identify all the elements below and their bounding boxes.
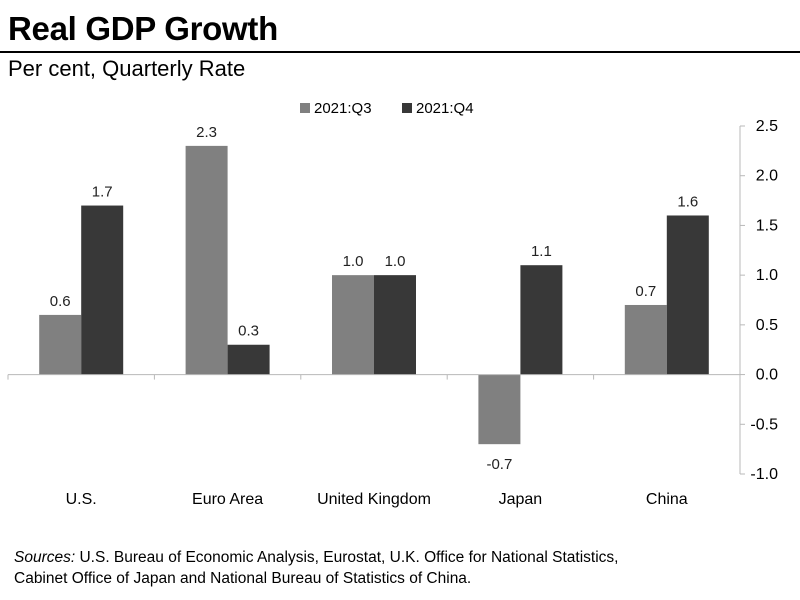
y-tick-label: -0.5 (750, 416, 778, 433)
sources-line-1: U.S. Bureau of Economic Analysis, Eurost… (75, 549, 619, 566)
y-tick-label: 1.5 (756, 217, 778, 234)
bar-2021q4-0 (81, 205, 124, 375)
data-label: 0.6 (50, 293, 71, 310)
data-label: 0.7 (635, 283, 656, 300)
sources-label: Sources: (14, 549, 76, 566)
bar-2021q4-2 (374, 275, 416, 375)
y-tick-label: 0.0 (756, 367, 778, 384)
bar-2021q3-3 (478, 374, 521, 445)
y-tick-label: 2.0 (756, 168, 778, 185)
x-tick-label: Euro Area (192, 491, 263, 508)
data-label: 1.6 (677, 193, 698, 210)
y-tick-label: 0.5 (756, 317, 778, 334)
bar-2021q3-2 (332, 275, 374, 375)
y-tick-label: -1.0 (750, 466, 778, 483)
data-label: 1.1 (531, 243, 552, 260)
bar-2021q4-4 (666, 215, 709, 375)
data-label: 1.0 (385, 253, 406, 270)
y-tick-label: 1.0 (756, 267, 778, 284)
x-tick-label: U.S. (66, 491, 97, 508)
bar-2021q3-0 (39, 314, 82, 375)
data-label: 1.7 (92, 184, 113, 201)
sources-line-2: Cabinet Office of Japan and National Bur… (14, 570, 472, 587)
bar-2021q4-1 (227, 344, 270, 375)
data-label: 0.3 (238, 323, 259, 340)
data-label: 1.0 (343, 253, 364, 270)
data-label: 2.3 (196, 124, 217, 141)
page-subtitle: Per cent, Quarterly Rate (8, 56, 246, 81)
x-tick-label: Japan (499, 491, 543, 508)
title-divider (0, 51, 800, 53)
x-tick-label: China (646, 491, 688, 508)
legend-swatch-1 (402, 103, 412, 113)
sources-note: Sources: U.S. Bureau of Economic Analysi… (14, 547, 618, 589)
bar-2021q3-1 (185, 145, 228, 375)
data-label: -0.7 (486, 456, 512, 473)
page-title: Real GDP Growth (8, 10, 278, 47)
legend-label: 2021:Q3 (314, 100, 372, 117)
x-tick-label: United Kingdom (317, 491, 431, 508)
legend-swatch-0 (300, 103, 310, 113)
legend-label: 2021:Q4 (416, 100, 474, 117)
bar-2021q3-4 (624, 304, 667, 375)
y-tick-label: 2.5 (756, 118, 778, 135)
bar-2021q4-3 (520, 265, 563, 375)
